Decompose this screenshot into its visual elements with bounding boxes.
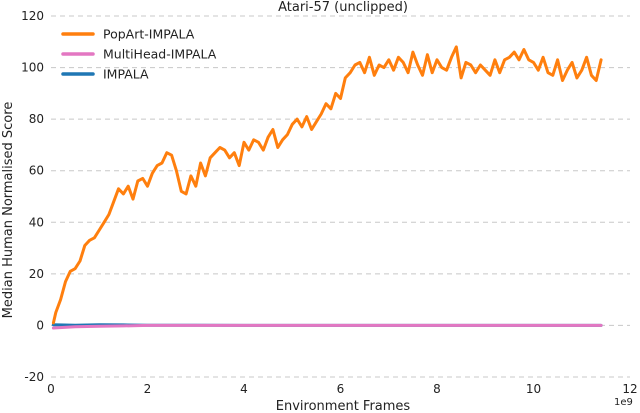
y-axis-label: Median Human Normalised Score <box>1 102 16 319</box>
x-tick-labels: 0 2 4 6 8 10 12 <box>47 382 637 396</box>
y-tick-label: 80 <box>29 112 44 126</box>
x-tick-label: 2 <box>144 382 152 396</box>
chart-title: Atari-57 (unclipped) <box>278 0 408 15</box>
legend-label: MultiHead-IMPALA <box>103 47 217 62</box>
y-tick-label: 120 <box>21 9 44 23</box>
x-offset-label: 1e9 <box>614 397 633 408</box>
legend-label: PopArt-IMPALA <box>103 27 195 42</box>
x-tick-label: 12 <box>622 382 637 396</box>
x-axis-label: Environment Frames <box>276 399 411 413</box>
y-tick-label: 20 <box>29 267 44 281</box>
y-tick-label: -20 <box>24 370 44 384</box>
y-tick-label: 40 <box>29 215 44 229</box>
series-lines <box>51 45 603 330</box>
legend: PopArt-IMPALA MultiHead-IMPALA IMPALA <box>61 27 217 82</box>
y-tick-label: 60 <box>29 164 44 178</box>
series-line-multihead-impala <box>51 323 603 330</box>
x-tick-label: 6 <box>337 382 345 396</box>
y-tick-label: 100 <box>21 61 44 75</box>
legend-label: IMPALA <box>103 67 149 82</box>
x-tick-label: 10 <box>526 382 541 396</box>
x-tick-label: 0 <box>47 382 55 396</box>
x-tick-label: 8 <box>433 382 441 396</box>
y-tick-label: 0 <box>36 318 44 332</box>
x-tick-label: 4 <box>240 382 248 396</box>
y-tick-labels: -20 0 20 40 60 80 100 120 <box>21 9 44 384</box>
series-line-popart-impala <box>51 45 603 325</box>
